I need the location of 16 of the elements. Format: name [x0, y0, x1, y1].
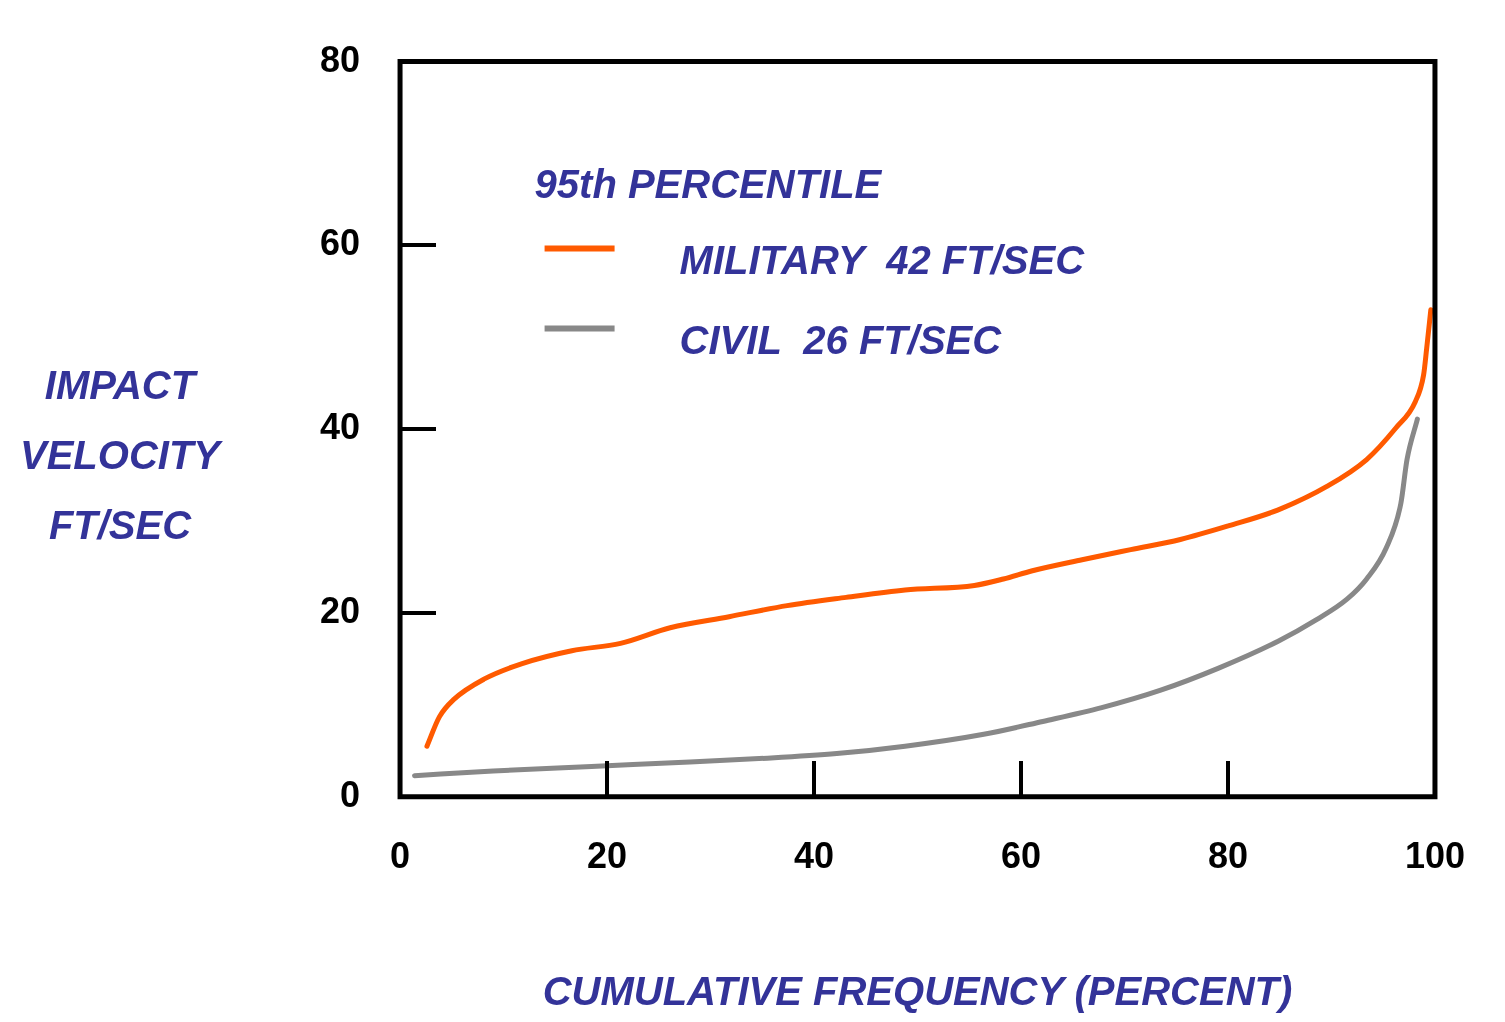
legend-label: MILITARY 42 FT/SEC	[679, 237, 1086, 282]
legend-title: 95th PERCENTILE	[534, 161, 883, 206]
y-tick-label: 0	[340, 773, 361, 815]
x-tick-label: 80	[1207, 835, 1249, 877]
y-tick-label: 20	[320, 589, 361, 631]
x-tick-label: 20	[587, 835, 628, 877]
y-tick-label: 80	[320, 38, 361, 80]
y-tick-label: 40	[320, 406, 361, 448]
x-tick-label: 60	[1000, 835, 1042, 877]
legend-label: CIVIL 26 FT/SEC	[679, 317, 1003, 362]
y-tick-label: 60	[320, 222, 361, 264]
x-axis-title: CUMULATIVE FREQUENCY (PERCENT)	[542, 969, 1293, 1015]
x-tick-label: 100	[1404, 835, 1466, 877]
x-tick-label: 0	[390, 835, 411, 877]
x-tick-label: 40	[793, 835, 835, 877]
y-axis-title: IMPACT VELOCITY FT/SEC	[19, 362, 224, 549]
